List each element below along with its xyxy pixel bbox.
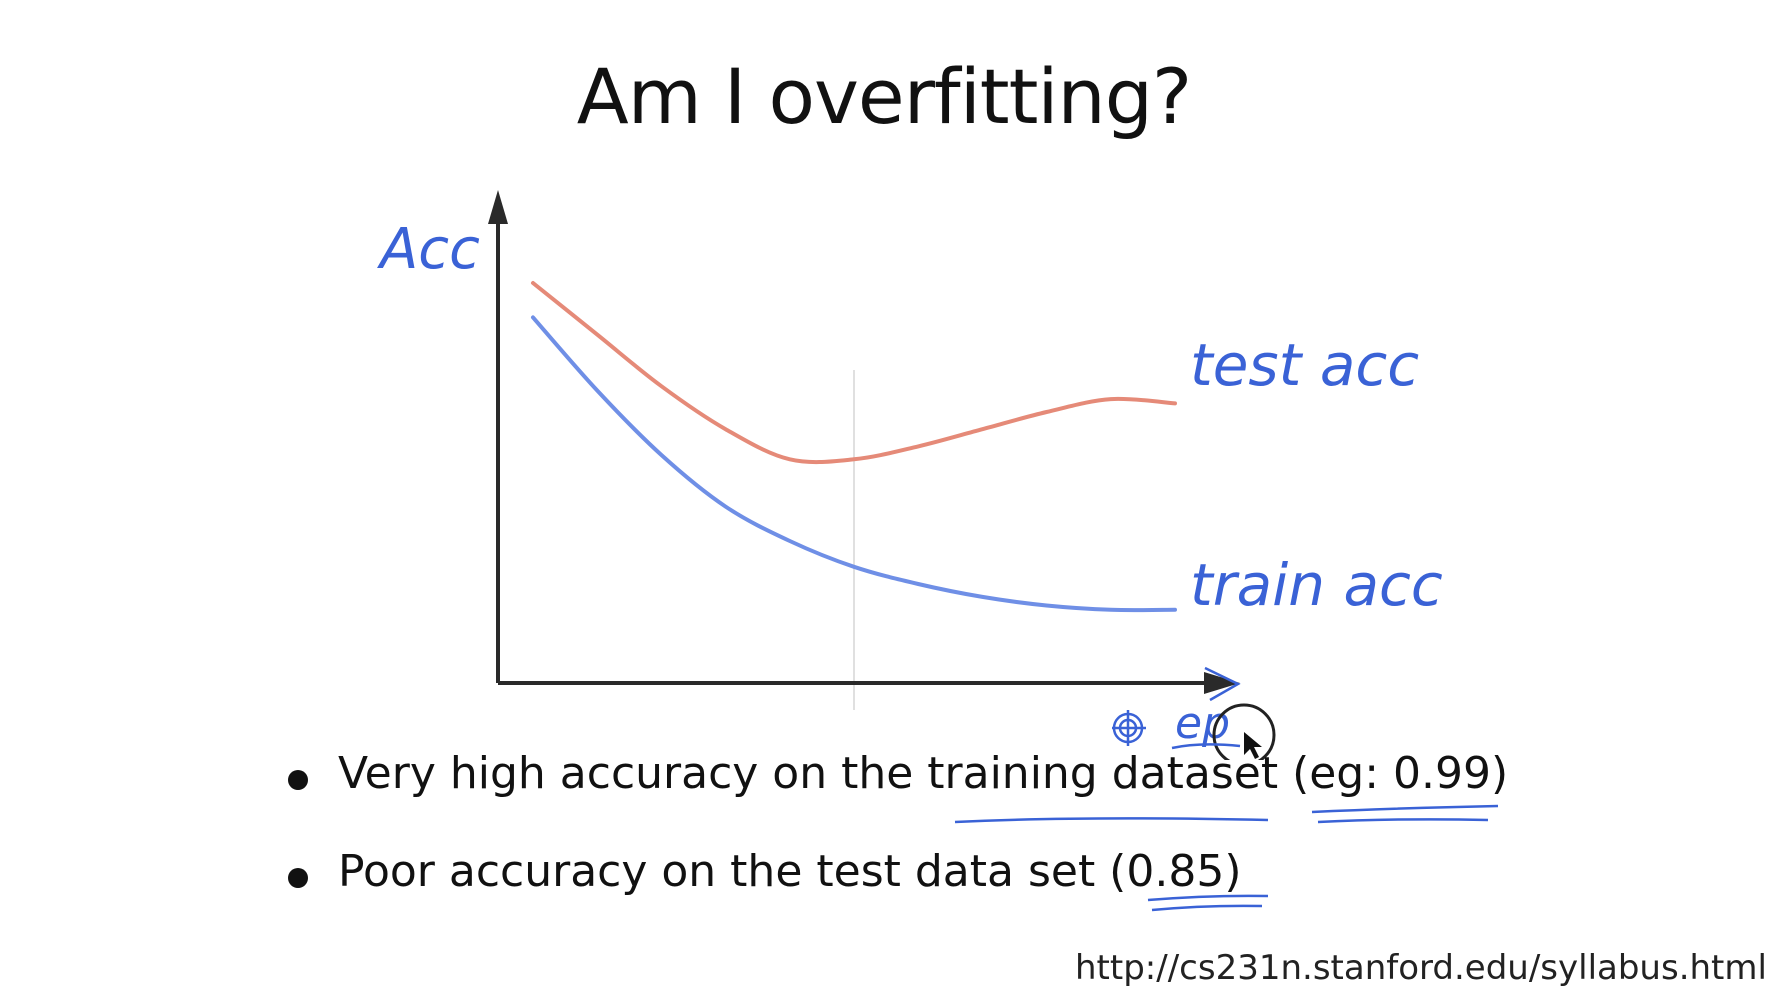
bullet-2-suffix: ) xyxy=(1224,846,1242,897)
series-line-test xyxy=(531,281,1177,465)
bullet-item: Very high accuracy on the training datas… xyxy=(288,752,1508,850)
bullet-1-eg-value: eg: 0.99 xyxy=(1309,748,1492,799)
ink-scribble-icon xyxy=(1112,710,1146,746)
x-arrow-scribble xyxy=(1204,666,1241,702)
x-axis-arrow xyxy=(1204,672,1240,694)
y-axis-arrow xyxy=(488,190,508,224)
y-axis-annotation: Acc xyxy=(377,217,480,282)
chart: Acc test acc train acc ep xyxy=(377,190,1443,760)
bullet-list: Very high accuracy on the training datas… xyxy=(288,752,1508,948)
ep-underline xyxy=(1171,743,1241,750)
series-line-train xyxy=(531,315,1177,613)
bullet-1-prefix: Very high accuracy on the xyxy=(338,748,928,799)
slide-title: Am I overfitting? xyxy=(576,52,1193,141)
test-acc-annotation: test acc xyxy=(1190,331,1419,399)
bullet-2-value: 0.85 xyxy=(1126,846,1225,897)
bullet-1-mid: ( xyxy=(1278,748,1310,799)
bullet-2-prefix: Poor accuracy on the test data set ( xyxy=(338,846,1127,897)
slide: Am I overfitting? Acc test acc train acc… xyxy=(288,52,1767,988)
train-acc-annotation: train acc xyxy=(1190,551,1443,619)
series-layer xyxy=(531,281,1177,613)
bullet-1-suffix: ) xyxy=(1491,748,1509,799)
footer-url: http://cs231n.stanford.edu/syllabus.html xyxy=(1075,948,1767,988)
bullet-item: Poor accuracy on the test data set (0.85… xyxy=(288,850,1508,948)
x-axis-annotation: ep xyxy=(1175,698,1230,749)
cursor-icon xyxy=(1212,703,1276,760)
bullet-1-training-dataset: training dataset xyxy=(927,748,1279,799)
